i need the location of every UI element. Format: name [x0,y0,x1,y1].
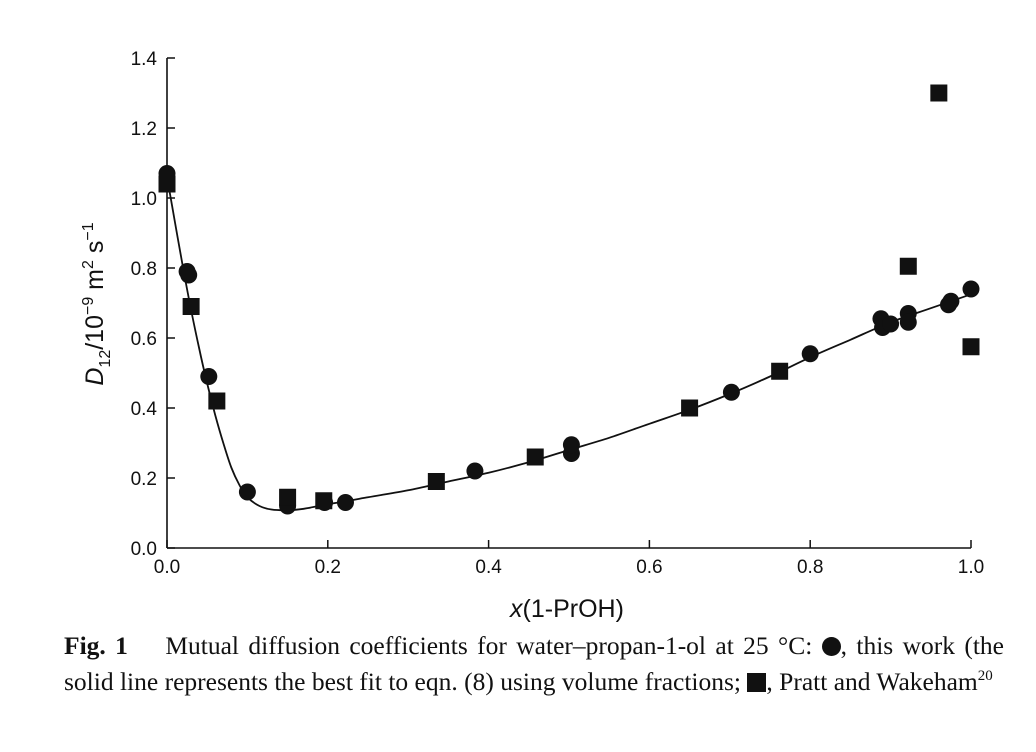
circle-data-point [238,483,256,501]
y-tick-label: 1.2 [131,119,157,140]
chart-plot: 0.0 0.2 0.4 0.6 0.8 1.0 0.0 0.2 0.4 0.6 0.8 1.0 1.2 1… [80,49,985,623]
square-data-point [279,488,297,506]
y-tick-label: 0.0 [131,539,157,560]
svg-text:D12/10−9 m2 s−1: D12/10−9 m2 s−1 [80,222,114,385]
y-tick-label: 0.6 [131,329,157,350]
circle-data-point [942,292,960,310]
circle-data-point [562,436,580,454]
x-tick-label: 0.0 [154,557,180,578]
tick-group: 0.0 0.2 0.4 0.6 0.8 1.0 0.0 0.2 0.4 0.6 0.8 1.0 1.2 1… [131,49,985,578]
y-axis-label: D12/10−9 m2 s−1 [80,222,114,385]
circle-data-point [200,368,218,385]
square-data-point [681,399,699,417]
x-tick-label: 1.0 [958,557,984,578]
square-data-point [771,362,789,380]
x-tick-label: 0.2 [315,557,341,578]
square-data-point [526,448,544,466]
y-tick-label: 1.0 [131,189,157,210]
x-tick-label: 0.4 [475,557,502,578]
caption-ref: 20 [977,668,993,684]
circle-data-point [336,494,354,511]
caption-text-part3: , Pratt and Wakeham [766,667,978,696]
square-data-point [930,84,948,102]
caption-text-part1: Mutual diffusion coefficients for water–… [165,631,813,660]
axes [166,58,971,549]
y-tick-label: 0.8 [131,259,157,280]
y-tick-label: 1.4 [131,49,158,70]
axis-titles: x(1-PrOH) D12/10−9 m2 s−1 [80,222,624,623]
circle-data-point [899,313,917,331]
data-points [158,84,980,515]
square-data-point [208,392,226,410]
square-data-point [427,473,445,490]
figure-caption: Fig. 1 Mutual diffusion coefficients for… [64,630,1004,697]
x-tick-label: 0.8 [797,557,823,578]
circle-data-point [882,315,900,333]
square-data-point [899,257,917,275]
x-axis-label: x(1-PrOH) [509,595,624,623]
caption-fig-label: Fig. 1 [64,631,128,660]
circle-data-point [466,462,484,480]
x-tick-label: 0.6 [636,557,662,578]
caption-text-part2: , this work (the solid line represents t… [64,631,1005,696]
square-data-point [315,492,333,510]
circle-data-point [962,280,980,298]
circle-data-point [722,383,740,401]
y-tick-label: 0.4 [131,399,158,420]
square-data-point [962,338,980,356]
square-symbol-icon [747,673,767,692]
square-data-point [182,298,200,315]
circle-symbol-icon [821,637,841,656]
y-tick-label: 0.2 [131,469,157,490]
square-data-point [158,175,176,193]
circle-data-point [801,345,819,363]
circle-data-point [180,266,198,284]
